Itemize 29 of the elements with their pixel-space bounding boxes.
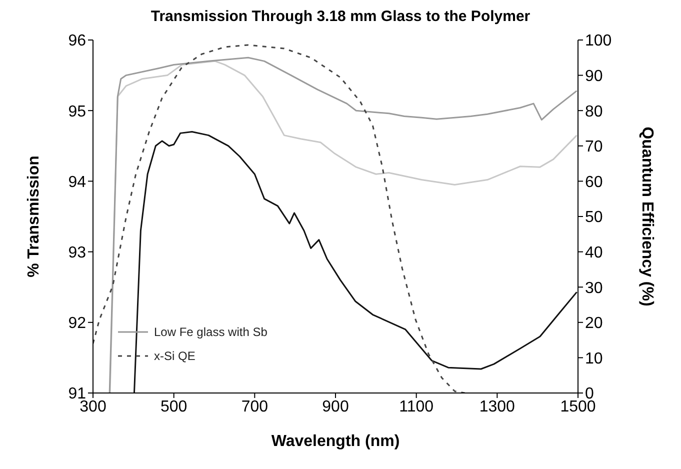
line-series	[133, 131, 578, 393]
y2-tick-label: 80	[585, 103, 603, 120]
y2-tick-label: 20	[585, 315, 603, 332]
y-tick-label: 94	[68, 174, 86, 191]
x-tick-label: 1300	[479, 398, 516, 416]
x-tick-label: 300	[80, 398, 106, 416]
legend-label: x-Si QE	[154, 349, 196, 363]
y2-tick-label: 60	[585, 174, 603, 191]
y2-axis-title: Quantum Efficiency (%)	[638, 126, 656, 306]
y-axis-title: % Transmission	[26, 156, 43, 278]
y2-tick-label: 40	[585, 244, 603, 262]
y2-tick-label: 100	[585, 32, 612, 50]
y2-tick-label: 90	[585, 68, 603, 85]
x-axis-title: Wavelength (nm)	[271, 433, 400, 450]
x-tick-label: 700	[241, 398, 268, 416]
x-tick-label: 500	[160, 398, 188, 416]
chart-title: Transmission Through 3.18 mm Glass to the Polymer	[150, 8, 532, 27]
y-tick-label: 92	[68, 315, 86, 332]
y-tick-label: 93	[68, 244, 86, 262]
line-series	[93, 44, 466, 393]
y2-tick-label: 10	[585, 350, 603, 368]
y-tick-label: 95	[68, 103, 86, 120]
y-tick-label: 96	[68, 32, 86, 50]
y2-tick-label: 70	[585, 138, 603, 156]
legend-label: Low Fe glass with Sb	[154, 325, 268, 339]
y2-tick-label: 50	[585, 209, 603, 226]
y2-tick-label: 30	[585, 280, 603, 297]
x-tick-label: 900	[322, 398, 349, 416]
x-tick-label: 1100	[399, 398, 434, 416]
